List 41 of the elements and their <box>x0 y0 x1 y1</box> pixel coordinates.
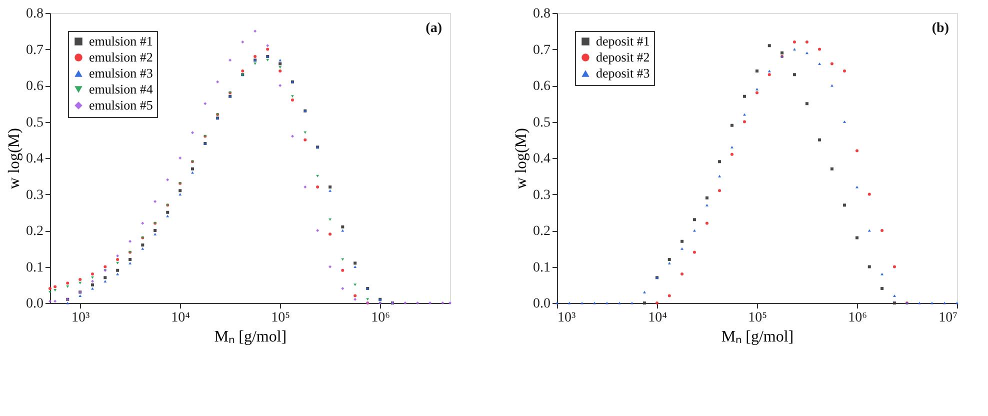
y-tick-label: 0.0 <box>533 296 550 312</box>
y-tick-label: 0.2 <box>533 224 550 239</box>
legend-label: deposit #3 <box>596 66 650 80</box>
y-tick-label: 0.7 <box>533 42 550 58</box>
y-tick-label: 0.7 <box>26 42 44 58</box>
x-axis-title: Mₙ [g/mol] <box>214 328 287 346</box>
legend-label: emulsion #5 <box>89 98 153 112</box>
y-tick-label: 0.5 <box>26 115 44 130</box>
legend-label: emulsion #2 <box>89 50 153 64</box>
annotation: (b) <box>932 21 950 36</box>
legend-label: emulsion #3 <box>89 66 153 80</box>
y-tick-label: 0.2 <box>26 224 44 239</box>
x-axis-title: Mₙ [g/mol] <box>721 328 794 346</box>
y-axis-title: w log(M) <box>513 128 530 189</box>
y-tick-label: 0.3 <box>533 188 550 203</box>
x-tick-label: 10⁶ <box>848 310 868 326</box>
legend-label: emulsion #4 <box>89 82 154 96</box>
y-tick-label: 0.1 <box>533 260 550 276</box>
x-tick-label: 10³ <box>558 310 576 326</box>
y-tick-label: 0.3 <box>26 188 44 203</box>
legend-label: emulsion #1 <box>89 34 153 48</box>
y-tick-label: 0.8 <box>533 6 550 22</box>
annotation: (a) <box>426 21 442 36</box>
y-tick-label: 0.5 <box>533 115 550 130</box>
y-tick-label: 0.4 <box>26 152 44 166</box>
x-tick-label: 10⁴ <box>648 310 668 326</box>
y-axis-title: w log(M) <box>6 128 23 189</box>
y-tick-label: 0.0 <box>26 296 44 312</box>
x-tick-label: 10⁷ <box>938 310 958 326</box>
y-tick-label: 0.6 <box>26 79 44 94</box>
x-tick-label: 10⁵ <box>271 310 290 326</box>
y-tick-label: 0.8 <box>26 6 44 22</box>
y-tick-label: 0.1 <box>26 260 44 276</box>
legend-label: deposit #1 <box>596 34 650 48</box>
y-tick-label: 0.4 <box>533 152 550 166</box>
y-tick-label: 0.6 <box>533 79 550 94</box>
x-tick-label: 10⁶ <box>371 310 390 326</box>
x-tick-label: 10³ <box>72 310 90 326</box>
legend-label: deposit #2 <box>596 50 650 64</box>
x-tick-label: 10⁴ <box>171 310 190 326</box>
x-tick-label: 10⁵ <box>748 310 768 326</box>
